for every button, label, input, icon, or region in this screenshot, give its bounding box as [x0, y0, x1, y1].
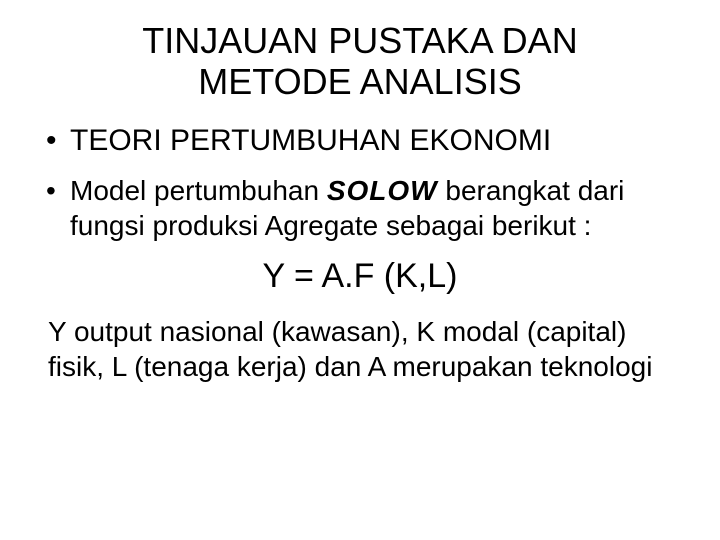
bullet-mark-icon: •: [46, 123, 70, 159]
bullet-item-2: •Model pertumbuhan SOLOW berangkat dari …: [30, 173, 690, 243]
bullet-1-text: TEORI PERTUMBUHAN EKONOMI: [70, 124, 551, 157]
bullet-2-emphasis: SOLOW: [327, 175, 438, 206]
bullet-mark-icon: •: [46, 173, 70, 208]
slide-title: TINJAUAN PUSTAKA DAN METODE ANALISIS: [30, 20, 690, 103]
bullet-item-1: •TEORI PERTUMBUHAN EKONOMI: [30, 123, 690, 159]
bullet-2-pre: Model pertumbuhan: [70, 175, 327, 206]
title-line-1: TINJAUAN PUSTAKA DAN: [142, 20, 577, 61]
description-text: Y output nasional (kawasan), K modal (ca…: [30, 314, 690, 384]
title-line-2: METODE ANALISIS: [198, 61, 521, 102]
equation: Y = A.F (K,L): [30, 257, 690, 296]
